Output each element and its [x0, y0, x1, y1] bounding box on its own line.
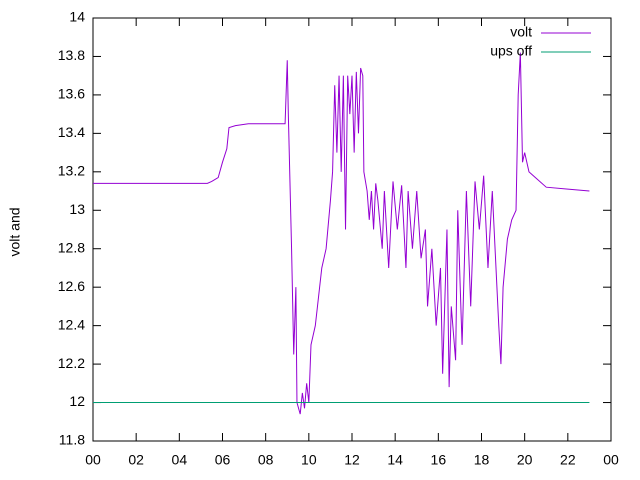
x-tick-label: 14	[387, 452, 403, 468]
x-tick-label: 12	[344, 452, 360, 468]
x-tick-label: 16	[431, 452, 447, 468]
y-tick-label: 12.2	[58, 355, 85, 371]
x-tick-label: 10	[301, 452, 317, 468]
y-tick-label: 11.8	[59, 432, 85, 448]
x-tick-label: 00	[603, 452, 619, 468]
y-tick-label: 13.2	[58, 163, 85, 179]
y-tick-label: 13.4	[58, 124, 85, 140]
y-tick-label: 12.6	[58, 278, 85, 294]
x-tick-label: 22	[560, 452, 576, 468]
x-tick-label: 18	[474, 452, 490, 468]
legend-label: ups off	[490, 43, 532, 59]
x-tick-label: 20	[517, 452, 533, 468]
y-tick-label: 14	[69, 9, 85, 25]
legend-label: volt	[510, 24, 532, 40]
y-tick-label: 12	[69, 393, 85, 409]
y-tick-label: 13	[69, 201, 85, 217]
y-tick-label: 12.4	[58, 316, 85, 332]
x-tick-label: 00	[85, 452, 101, 468]
x-tick-label: 08	[258, 452, 274, 468]
x-tick-label: 02	[128, 452, 144, 468]
y-tick-label: 12.8	[58, 239, 85, 255]
y-tick-label: 13.6	[58, 86, 85, 102]
x-tick-label: 04	[172, 452, 188, 468]
y-axis-label: volt and	[7, 207, 23, 256]
series-line	[93, 52, 590, 415]
x-tick-label: 06	[215, 452, 231, 468]
y-tick-label: 13.8	[58, 47, 85, 63]
